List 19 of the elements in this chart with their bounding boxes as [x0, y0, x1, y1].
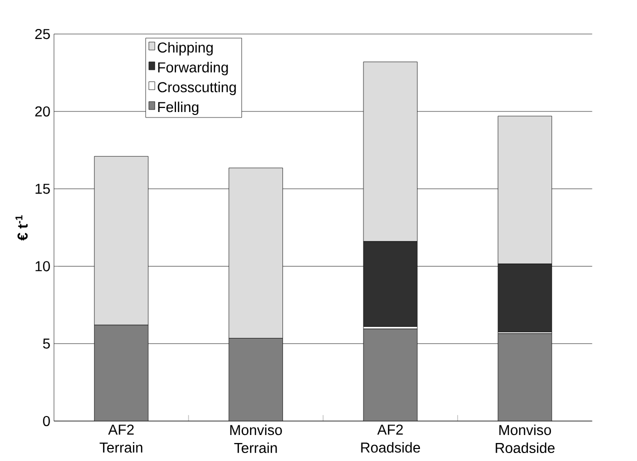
legend-label: Felling — [158, 102, 198, 116]
bar — [363, 328, 418, 422]
y-axis-title: € t$^{-1}$ — [15, 215, 28, 241]
x-tick-label: Monviso Terrain — [230, 424, 282, 454]
bar — [498, 334, 552, 422]
x-tick-label: AF2 Terrain — [100, 424, 142, 453]
bar — [228, 338, 283, 422]
x-tick-label: AF2 Roadside — [361, 424, 420, 453]
legend-label: Crosscutting — [158, 82, 236, 96]
y-tick-label: 10 — [36, 261, 50, 272]
y-tick-label: 5 — [43, 338, 50, 349]
y-tick-label: 15 — [36, 184, 50, 194]
bar — [94, 325, 148, 422]
y-tick-label: 0 — [43, 416, 50, 426]
y-tick-label: 25 — [35, 29, 50, 40]
legend-label: Chipping — [158, 42, 213, 56]
x-tick-label: Monviso Roadside — [496, 424, 555, 454]
y-tick-label: 20 — [35, 106, 50, 117]
legend-label: Forwarding — [158, 62, 228, 76]
